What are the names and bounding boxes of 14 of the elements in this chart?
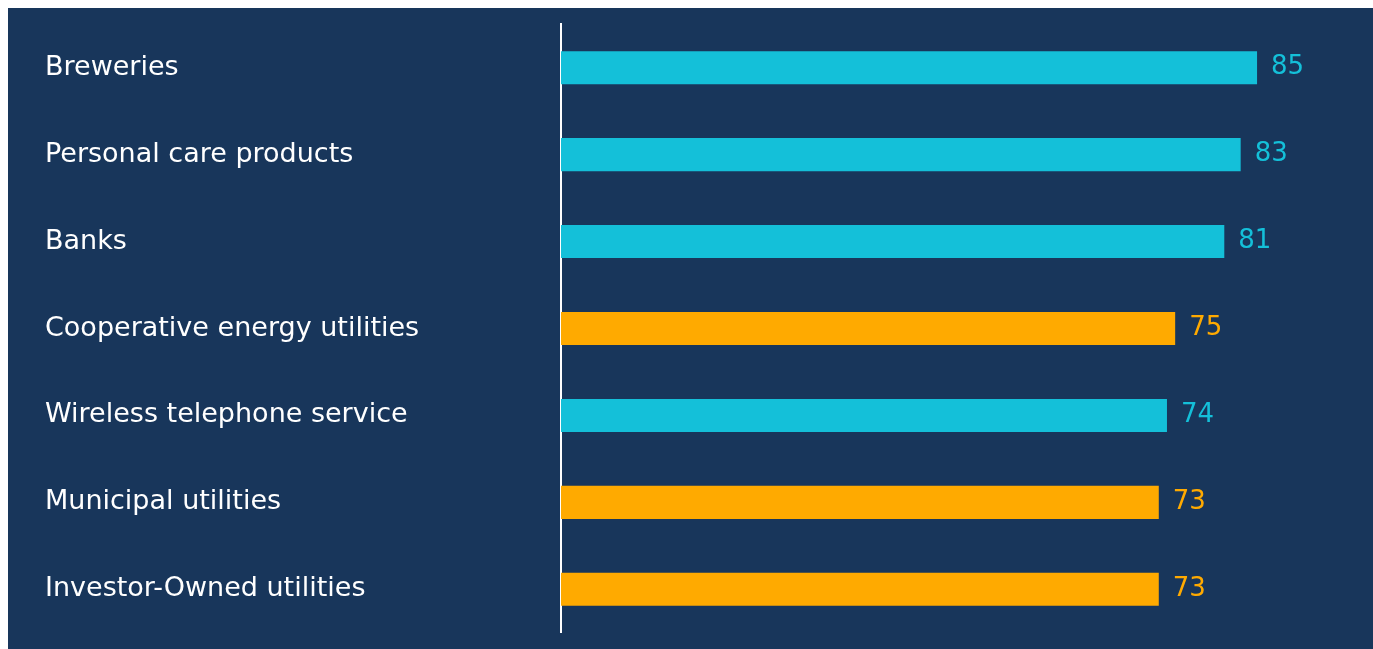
y-tick-label: Breweries: [45, 49, 179, 81]
data-label: 73: [1172, 485, 1206, 516]
y-tick-label: Personal care products: [45, 136, 354, 168]
data-label: 75: [1189, 311, 1223, 342]
y-tick-label: Cooperative energy utilities: [45, 310, 420, 342]
y-tick-label: Investor-Owned utilities: [45, 571, 366, 603]
data-label: 85: [1271, 50, 1305, 81]
data-label: 83: [1254, 137, 1288, 168]
y-tick-label: Wireless telephone service: [45, 397, 408, 429]
data-label: 74: [1180, 398, 1215, 429]
data-label: 81: [1238, 224, 1272, 255]
data-label: 73: [1172, 572, 1206, 603]
y-tick-label: Municipal utilities: [45, 484, 282, 516]
y-tick-label: Banks: [45, 223, 127, 255]
